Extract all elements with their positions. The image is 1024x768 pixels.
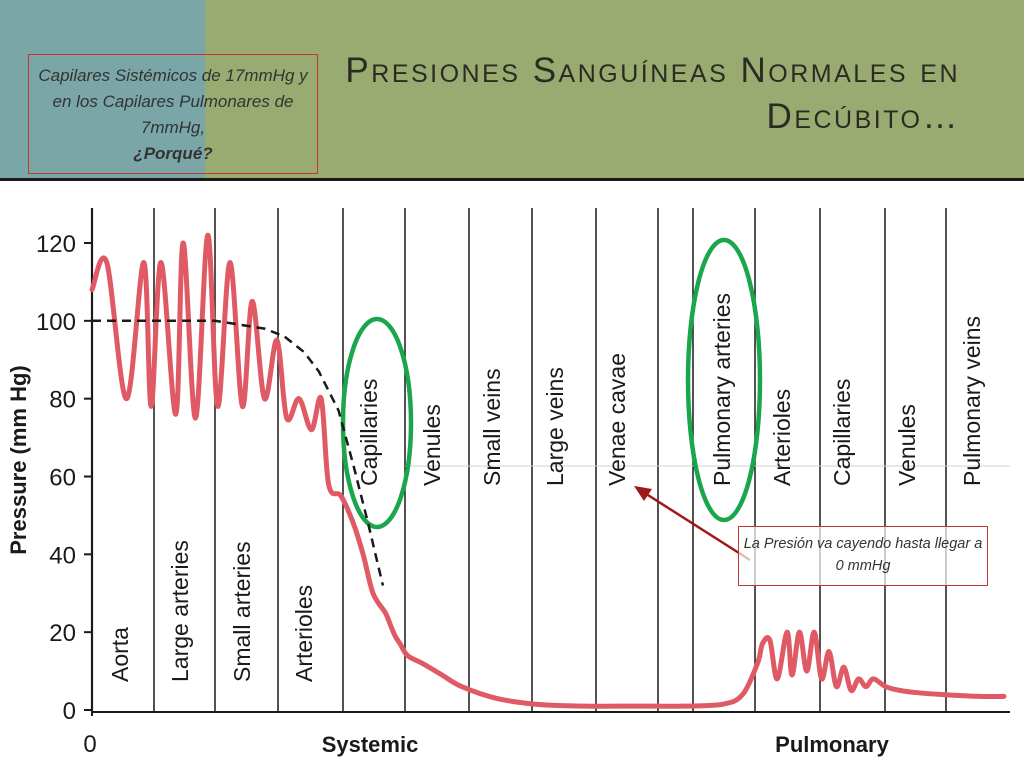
segment-label: Venules: [419, 404, 445, 486]
group-label-pulmonary: Pulmonary: [775, 732, 889, 757]
segment-label: Venae cavae: [604, 353, 630, 486]
slide-title: Presiones Sanguíneas Normales en Decúbit…: [345, 51, 960, 136]
y-tick-label: 80: [49, 387, 76, 414]
y-tick-label: 100: [36, 309, 76, 336]
segment-label: Arterioles: [291, 585, 317, 682]
highlight-ellipse-pulmonary-arteries: [685, 237, 763, 523]
segment-label: Large veins: [542, 367, 568, 486]
pressure-chart: 0 20 40 60 80 100 120 0 Pressure (mm Hg) Systemic…: [6, 208, 1010, 758]
note-question-emphasis: ¿Porqué?: [133, 144, 213, 163]
annotation-arrow-line: [639, 488, 751, 562]
y-tick-label: 120: [36, 231, 76, 258]
note-pressure-box: La Presión va cayendo hasta llegar a 0 m…: [738, 526, 988, 586]
segment-label: Arterioles: [769, 389, 795, 486]
segment-label: Aorta: [107, 627, 133, 682]
header-divider: [0, 178, 1024, 181]
y-tick-label: 40: [49, 542, 76, 569]
segment-label: Small arteries: [229, 541, 255, 682]
x-origin-label: 0: [83, 731, 96, 758]
group-label-systemic: Systemic: [322, 732, 419, 757]
annotation-arrow-head: [634, 486, 652, 501]
slide-header: [0, 0, 1024, 178]
segment-label: Pulmonary arteries: [709, 293, 735, 486]
y-axis-title: Pressure (mm Hg): [6, 365, 31, 555]
note-question-box: Capilares Sistémicos de 17mmHg y en los …: [28, 54, 318, 174]
segment-label: Venules: [894, 404, 920, 486]
segment-label: Small veins: [479, 368, 505, 486]
y-tick-label: 60: [49, 465, 76, 492]
y-tick-label: 0: [63, 698, 76, 725]
pressure-curve-line: [89, 232, 1007, 709]
segment-label: Capillaries: [356, 379, 382, 486]
header-accent-block: [0, 0, 205, 178]
segment-label: Pulmonary veins: [959, 316, 985, 486]
note-question-text: Capilares Sistémicos de 17mmHg y en los …: [38, 66, 308, 137]
segment-label: Large arteries: [167, 540, 193, 682]
y-tick-label: 20: [49, 620, 76, 647]
segment-label: Capillaries: [829, 379, 855, 486]
